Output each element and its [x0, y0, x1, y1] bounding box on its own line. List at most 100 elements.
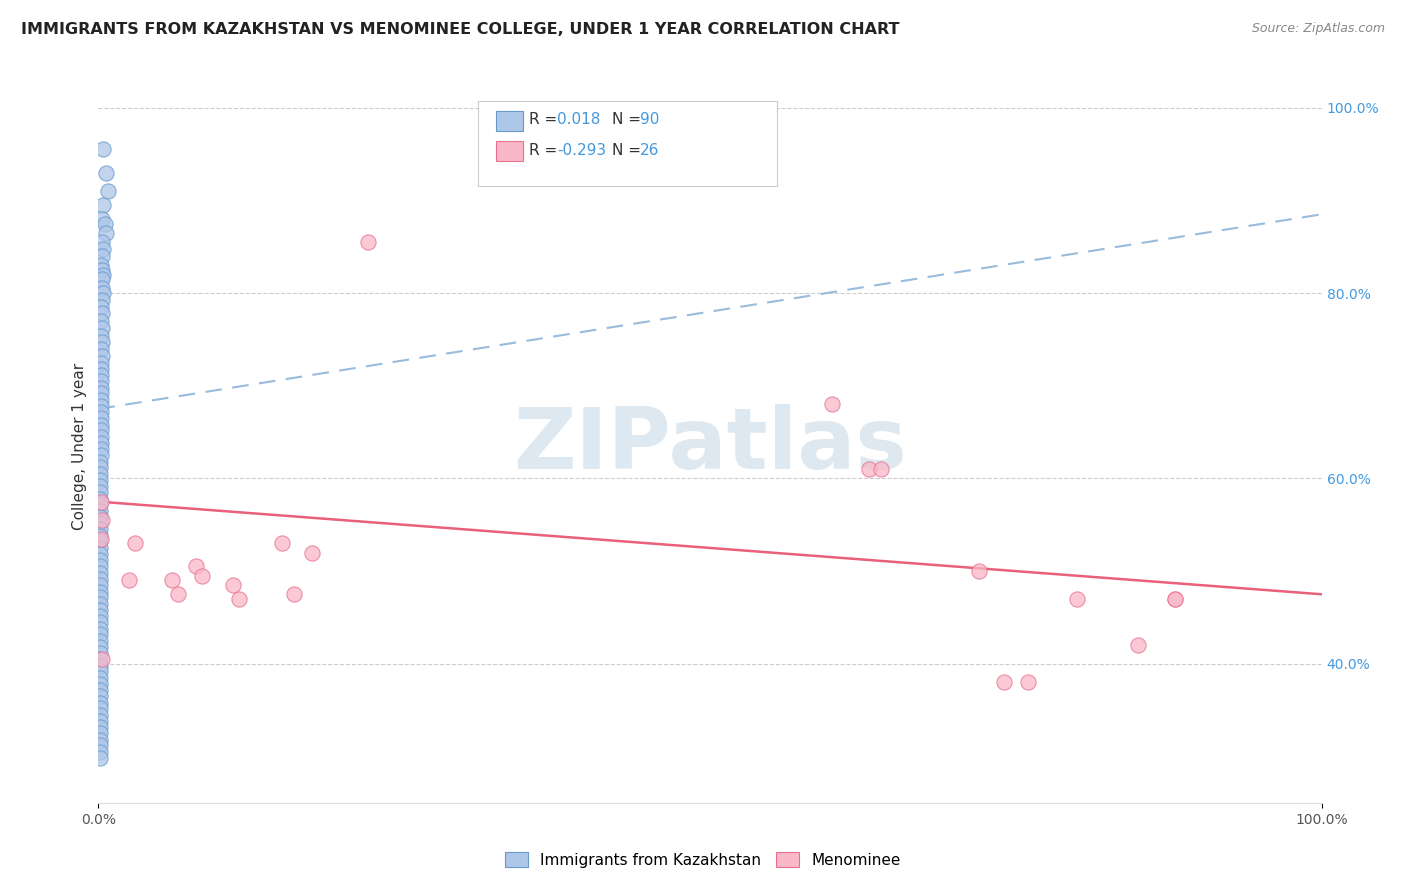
Point [89, 671, 111, 685]
Point [91, 263, 114, 277]
Point [90, 374, 112, 388]
Point [90, 494, 112, 508]
Point [89, 548, 111, 562]
Point [89, 603, 111, 617]
Point [301, 545, 323, 559]
Point [94, 166, 117, 180]
Point [89, 677, 111, 691]
Point [91, 211, 114, 226]
Point [89, 640, 111, 654]
Point [91, 286, 114, 301]
Point [89, 739, 111, 753]
Point [90, 342, 112, 356]
Point [89, 627, 111, 641]
Point [89, 523, 111, 537]
Point [89, 460, 111, 475]
Point [90, 436, 112, 450]
Point [90, 300, 112, 314]
Point [91, 652, 114, 666]
Text: ZIPatlas: ZIPatlas [513, 404, 907, 488]
Point [91, 513, 114, 527]
Point [167, 587, 190, 601]
Text: N =: N = [612, 112, 641, 127]
Text: IMMIGRANTS FROM KAZAKHSTAN VS MENOMINEE COLLEGE, UNDER 1 YEAR CORRELATION CHART: IMMIGRANTS FROM KAZAKHSTAN VS MENOMINEE … [21, 22, 900, 37]
Text: -0.293: -0.293 [557, 144, 606, 159]
FancyBboxPatch shape [496, 111, 523, 130]
Point [89, 504, 111, 518]
Point [89, 491, 111, 506]
Point [89, 726, 111, 740]
Text: Source: ZipAtlas.com: Source: ZipAtlas.com [1251, 22, 1385, 36]
Point [1164, 591, 1187, 606]
Point [90, 386, 112, 401]
Point [90, 448, 112, 462]
Point [91, 268, 114, 282]
Point [118, 574, 141, 588]
Text: R =: R = [529, 112, 557, 127]
Point [191, 568, 214, 582]
Point [89, 608, 111, 623]
Point [89, 615, 111, 629]
Text: N =: N = [612, 144, 641, 159]
Point [89, 534, 111, 549]
Point [91, 143, 114, 157]
Point [186, 559, 208, 574]
Point [283, 587, 305, 601]
Point [90, 362, 112, 376]
Point [89, 559, 111, 574]
Point [1017, 675, 1039, 690]
Point [91, 249, 114, 263]
Point [160, 574, 183, 588]
Point [89, 622, 111, 636]
Point [90, 417, 112, 432]
Point [89, 633, 111, 648]
Point [89, 745, 111, 759]
Point [89, 510, 111, 524]
Point [89, 732, 111, 747]
FancyBboxPatch shape [478, 102, 778, 186]
Point [89, 664, 111, 678]
Point [1164, 591, 1187, 606]
Point [90, 381, 112, 395]
Point [89, 652, 111, 666]
Point [90, 423, 112, 437]
Point [1066, 591, 1088, 606]
Point [1128, 638, 1150, 652]
Point [91, 242, 114, 256]
Point [90, 314, 112, 328]
Text: 0.018: 0.018 [557, 112, 600, 127]
Point [89, 485, 111, 500]
Point [90, 442, 112, 456]
Point [89, 578, 111, 592]
Point [89, 455, 111, 469]
Point [89, 690, 111, 704]
Point [90, 430, 112, 444]
Point [89, 696, 111, 710]
Point [222, 578, 245, 592]
Point [89, 473, 111, 487]
Point [91, 198, 114, 212]
Point [270, 536, 294, 550]
Point [90, 355, 112, 369]
Point [90, 392, 112, 407]
Point [91, 349, 114, 363]
Point [91, 306, 114, 320]
Y-axis label: College, Under 1 year: College, Under 1 year [72, 362, 87, 530]
Point [124, 536, 146, 550]
Point [90, 399, 112, 413]
Text: 26: 26 [640, 144, 659, 159]
Point [89, 584, 111, 599]
Point [97, 184, 120, 198]
Point [90, 368, 112, 382]
Point [91, 335, 114, 350]
Point [90, 258, 112, 272]
Point [89, 682, 111, 697]
Point [93, 217, 115, 231]
Text: 90: 90 [640, 112, 659, 127]
Point [89, 597, 111, 611]
Point [89, 541, 111, 555]
Point [821, 397, 844, 411]
Point [90, 328, 112, 343]
Point [89, 751, 111, 765]
Point [967, 564, 990, 578]
